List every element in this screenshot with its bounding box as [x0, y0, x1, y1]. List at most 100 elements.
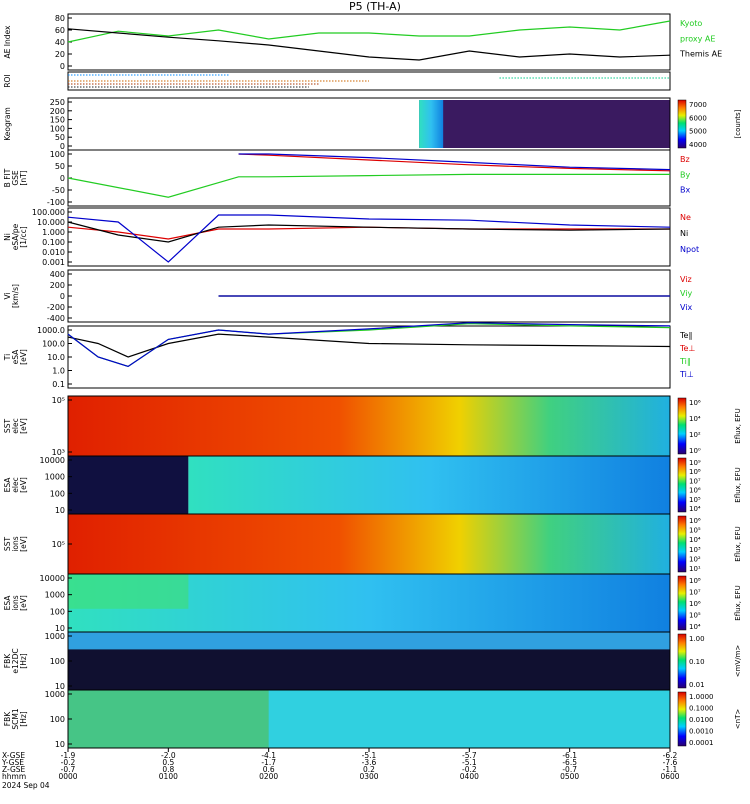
sst_i-spectrogram — [68, 514, 670, 574]
colorbar-tick: 7000 — [689, 101, 707, 109]
xaxis-xgse: -1.9 — [61, 751, 76, 760]
ylabel-text: Keogram — [3, 107, 12, 141]
colorbar-tick: 10² — [689, 431, 701, 439]
xaxis-zgse: 0.6 — [263, 765, 275, 774]
xaxis-zgse: -0.7 — [562, 765, 577, 774]
ytick-label: 20 — [55, 50, 65, 59]
xaxis-xgse: -5.7 — [462, 751, 477, 760]
ytick-label: 100 — [50, 657, 65, 666]
colorbar-tick: 10¹ — [689, 565, 701, 573]
xaxis-row-label: Y-GSE — [1, 758, 24, 767]
ylabel-text: elec — [11, 418, 20, 433]
xaxis-ygse: -0.2 — [61, 758, 76, 767]
xaxis-zgse: 0.2 — [363, 765, 375, 774]
colorbar-tick: 10³ — [689, 546, 701, 554]
legend-by: By — [680, 170, 690, 179]
ytick-label: 10 — [55, 624, 65, 633]
ylabel-text: [km/s] — [11, 284, 20, 308]
ytick-label: 100.0 — [42, 340, 65, 349]
colorbar-tick: 10⁵ — [689, 527, 701, 535]
panel-fbk_e: 1000 100 10 FBK e12DC [Hz] 1.00 0.10 0.01 <mV/m> — [3, 631, 742, 691]
legend-te: Te∥ — [679, 331, 692, 340]
xaxis-time: 0400 — [460, 772, 479, 781]
xaxis-ygse: -1.7 — [261, 758, 276, 767]
keogram-image — [419, 100, 670, 148]
ylabel-text: SST — [3, 419, 12, 434]
colorbar-tick: 0.0010 — [689, 728, 714, 736]
legend-viz: Viz — [680, 275, 692, 284]
legend-te: Te⊥ — [679, 344, 695, 353]
ytick-label: 0 — [60, 292, 65, 301]
xaxis-time: 0100 — [159, 772, 178, 781]
ytick-label: 50 — [55, 133, 65, 142]
legend-vix: Vix — [680, 303, 693, 312]
colorbar-label: [counts] — [734, 109, 742, 138]
xaxis-ygse: 0.5 — [162, 758, 174, 767]
ytick-label: 10⁵ — [52, 540, 65, 549]
ylabel-text: elec — [11, 477, 20, 492]
ylabel-text: ROI — [3, 74, 12, 87]
series-line-ne — [67, 226, 670, 240]
ytick-label: -200 — [47, 303, 65, 312]
sst_i-colorbar — [677, 515, 687, 573]
legend-ti: Ti∥ — [679, 357, 691, 366]
series-line-ti — [67, 322, 671, 368]
ytick-label: 200 — [50, 107, 65, 116]
ytick-label: 10³ — [52, 448, 65, 457]
colorbar-tick: 10⁵ — [689, 612, 701, 620]
xaxis-xgse: -6.2 — [663, 751, 678, 760]
ylabel-text: FBK — [3, 653, 12, 668]
ylabel-text: GSE — [11, 170, 20, 186]
keogram-colorbar — [677, 99, 687, 149]
ytick-label: 0 — [60, 62, 65, 71]
colorbar-tick: 10⁴ — [689, 415, 701, 423]
fbk-b-early — [68, 690, 269, 748]
colorbar-label: <mV/m> — [734, 645, 742, 678]
legend-viy: Viy — [680, 289, 693, 298]
ylabel-text: SST — [3, 537, 12, 552]
panel-velocity: 400 200 0 -200 -400 Vi [km/s] Viz Viy Vix — [3, 269, 693, 323]
xaxis-row-label: 2024 Sep 04 — [2, 781, 50, 790]
colorbar-tick: 6000 — [689, 114, 707, 122]
ylabel-text: SCM1 — [11, 708, 20, 729]
xaxis-time: 0600 — [660, 772, 679, 781]
ytick-label: 0.1 — [52, 380, 65, 389]
ytick-label: 0 — [60, 174, 65, 183]
temperature-frame — [67, 325, 671, 389]
bfield-series — [67, 153, 671, 198]
colorbar-tick: 10⁶ — [689, 487, 701, 495]
ylabel-text: [eV] — [19, 477, 28, 493]
colorbar-tick: 10⁴ — [689, 623, 701, 631]
ytick-label: 1000 — [45, 591, 65, 600]
ytick-label: 0.001 — [42, 258, 65, 267]
temperature-series — [67, 322, 671, 368]
ylabel-text: e12DC — [11, 648, 20, 673]
ylabel-text: [Hz] — [19, 711, 28, 727]
ytick-label: 1000.0 — [37, 326, 65, 335]
ylabel-text: [eV] — [19, 595, 28, 611]
colorbar-tick: 10⁶ — [689, 600, 701, 608]
panel-sst_e: 10⁵ 10³ SST elec [eV] 10⁶ 10⁴ 10² 10⁰ Eflux, EFU — [3, 395, 742, 457]
ylabel-text: ESA — [3, 595, 12, 611]
colorbar-tick: 0.0001 — [689, 739, 714, 747]
colorbar-tick: 0.0100 — [689, 716, 714, 724]
ytick-label: 1000 — [45, 473, 65, 482]
xaxis-zgse: -0.2 — [462, 765, 477, 774]
ytick-label: 1.0 — [52, 367, 65, 376]
xaxis-xgse: -6.1 — [562, 751, 577, 760]
colorbar-label: Eflux, EFU — [734, 408, 742, 443]
xaxis-ygse: -6.5 — [562, 758, 577, 767]
colorbar-tick: 10⁶ — [689, 399, 701, 407]
ytick-label: 100.000 — [32, 208, 65, 217]
ytick-label: 100 — [50, 150, 65, 159]
xaxis-zgse: -0.7 — [61, 765, 76, 774]
series-line-kyotoproxyae — [67, 20, 671, 43]
series-line-themisae — [67, 28, 671, 61]
ylabel-text: [nT] — [19, 170, 28, 185]
ylabel-text: Ni — [3, 233, 12, 241]
panel-temperature: 1000.0 100.0 10.0 1.0 0.1 Ti eSA [eV] Te∥ Te⊥ Ti∥ T… — [3, 325, 695, 389]
colorbar-tick: 10⁴ — [689, 536, 701, 544]
